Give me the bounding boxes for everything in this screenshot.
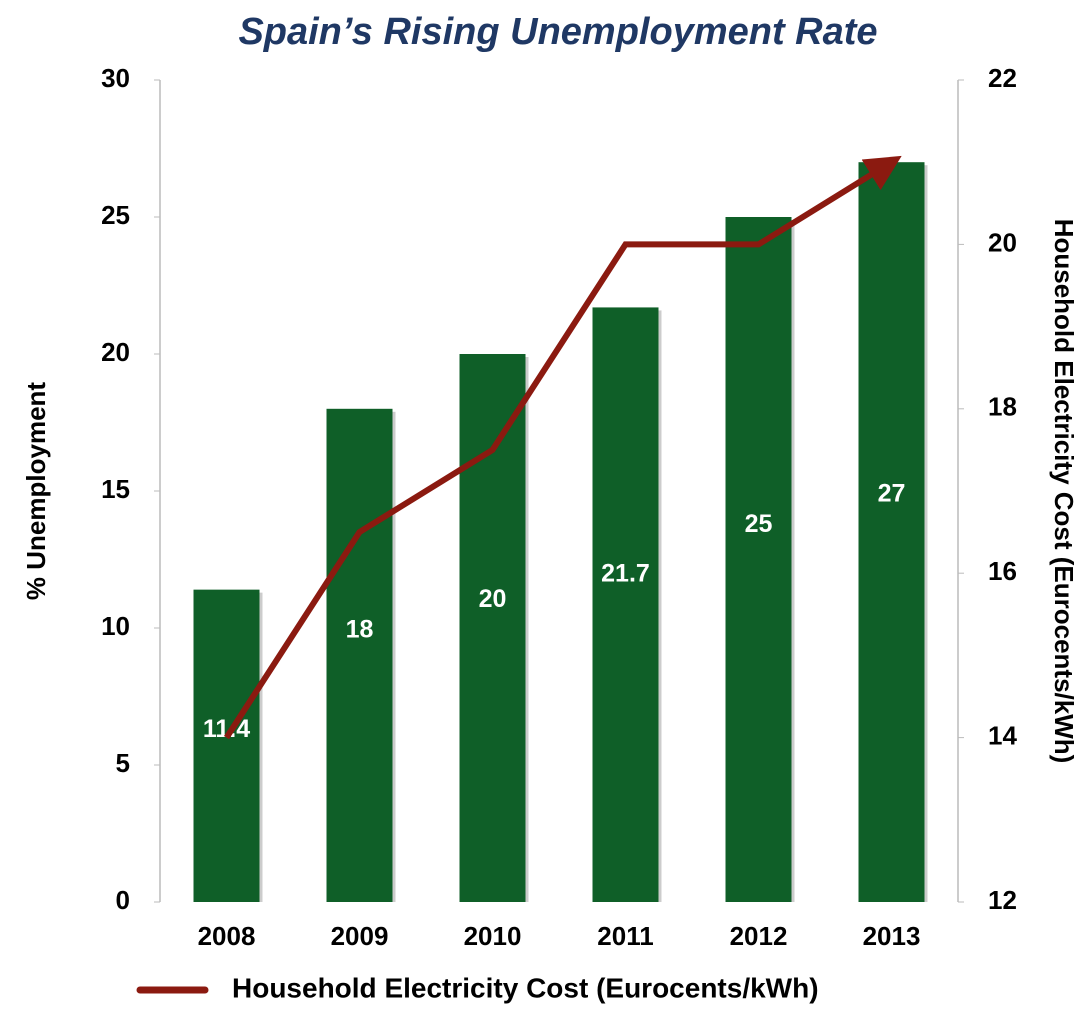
x-tick-label: 2008 bbox=[198, 921, 256, 951]
x-tick-label: 2013 bbox=[863, 921, 921, 951]
chart-title: Spain’s Rising Unemployment Rate bbox=[238, 11, 877, 53]
y-tick-label: 0 bbox=[116, 885, 130, 915]
x-tick-label: 2010 bbox=[464, 921, 522, 951]
y2-tick-label: 20 bbox=[988, 227, 1017, 257]
data-label: 21.7 bbox=[601, 560, 650, 588]
y-tick-label: 30 bbox=[101, 63, 130, 93]
y-tick-label: 20 bbox=[101, 337, 130, 367]
y2-tick-label: 14 bbox=[988, 720, 1017, 750]
y2-tick-label: 22 bbox=[988, 63, 1017, 93]
data-label: 27 bbox=[878, 480, 906, 508]
bar bbox=[858, 162, 925, 902]
data-label: 11.4 bbox=[203, 715, 250, 743]
data-label: 25 bbox=[745, 510, 773, 538]
bar bbox=[459, 354, 526, 902]
x-tick-label: 2011 bbox=[597, 921, 653, 951]
y2-axis-label: Household Electricity Cost (Eurocents/kW… bbox=[1049, 219, 1079, 764]
y-axis-label: % Unemployment bbox=[21, 382, 51, 600]
y-tick-label: 15 bbox=[101, 474, 130, 504]
y2-tick-label: 16 bbox=[988, 556, 1017, 586]
bar bbox=[592, 307, 659, 902]
y2-tick-label: 12 bbox=[988, 885, 1017, 915]
data-label: 18 bbox=[346, 615, 374, 643]
bar bbox=[193, 589, 260, 902]
line bbox=[223, 155, 902, 740]
y-tick-label: 5 bbox=[116, 748, 130, 778]
x-tick-label: 2009 bbox=[331, 921, 389, 951]
y-tick-label: 10 bbox=[101, 611, 130, 641]
bar bbox=[725, 217, 792, 902]
y2-tick-label: 18 bbox=[988, 392, 1017, 422]
data-label: 20 bbox=[479, 585, 507, 613]
legend-label: Household Electricity Cost (Eurocents/kW… bbox=[232, 972, 819, 1003]
bar bbox=[326, 408, 393, 902]
x-tick-label: 2012 bbox=[730, 921, 788, 951]
y-tick-label: 25 bbox=[101, 200, 130, 230]
